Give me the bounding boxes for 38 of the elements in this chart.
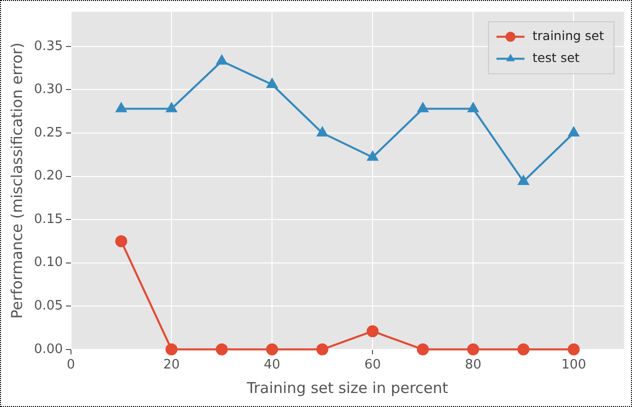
point: [568, 126, 580, 136]
point: [216, 343, 228, 356]
x-axis-title: Training set size in percent: [246, 378, 448, 397]
point: [467, 343, 480, 356]
y-tick-label: 0.00: [34, 342, 63, 357]
point: [317, 126, 328, 136]
point: [366, 325, 379, 338]
x-tick-label: 80: [464, 358, 482, 373]
y-tick-label: 0.20: [34, 168, 63, 184]
y-tick-label: 0.10: [34, 255, 63, 270]
point: [166, 102, 177, 112]
y-tick-label: 0.30: [34, 82, 63, 98]
point: [166, 343, 178, 356]
x-tick-label: 60: [364, 358, 381, 373]
legend-label: test set: [532, 50, 580, 66]
x-tick-label: 40: [264, 358, 280, 373]
y-tick-label: 0.15: [34, 212, 63, 227]
legend-label: training set: [532, 28, 604, 44]
point: [468, 102, 478, 112]
point: [517, 343, 530, 356]
point: [266, 343, 278, 356]
y-tick-label: 0.25: [34, 125, 63, 140]
y-tick-label: 0.05: [34, 298, 63, 314]
point: [367, 151, 378, 161]
y-tick-label: 0.35: [34, 38, 63, 54]
point: [115, 235, 128, 248]
x-tick-label: 0: [66, 358, 76, 373]
y-axis-title: Performance (misclassification error): [8, 42, 26, 319]
point: [416, 343, 429, 356]
point: [518, 175, 529, 185]
x-tick-label: 100: [561, 358, 586, 373]
point: [316, 343, 328, 356]
point: [418, 102, 428, 112]
point: [116, 102, 127, 112]
point: [266, 78, 278, 88]
point: [216, 55, 228, 65]
point: [568, 343, 580, 356]
x-tick-label: 20: [163, 358, 180, 373]
